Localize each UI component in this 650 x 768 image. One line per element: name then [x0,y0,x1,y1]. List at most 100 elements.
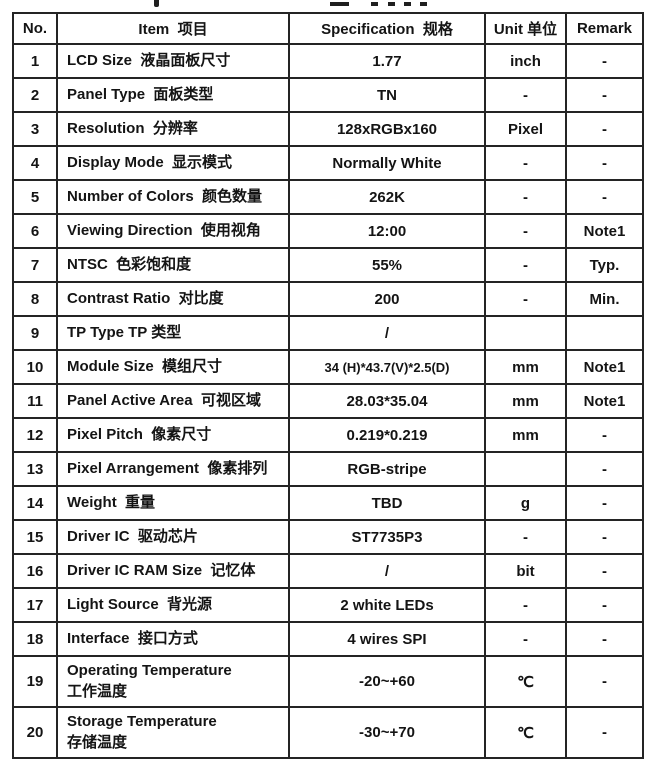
item-cell: Number of Colors 颜色数量 [56,179,290,215]
remark-cell [565,315,644,351]
remark-cell: - [565,485,644,521]
row-number-cell: 19 [12,655,58,708]
row-number-cell: 1 [12,43,58,79]
table-row: 13 Pixel Arrangement 像素排列 RGB-stripe - [12,451,644,487]
unit-cell: ℃ [484,706,567,759]
specification-table: No. Item 项目 Specification 规格 Unit 单位 Rem… [12,12,644,759]
spec-cell: 1.77 [288,43,486,79]
item-cell: Panel Type 面板类型 [56,77,290,113]
spec-cell: TN [288,77,486,113]
item-cell: Storage Temperature 存储温度 [56,706,290,759]
item-cell: Weight 重量 [56,485,290,521]
table-row: 6 Viewing Direction 使用视角 12:00 - Note1 [12,213,644,249]
unit-cell: mm [484,383,567,419]
cropped-title-fragment [154,0,159,7]
unit-cell [484,315,567,351]
remark-cell: - [565,417,644,453]
remark-cell: - [565,587,644,623]
row-number-cell: 8 [12,281,58,317]
row-number-cell: 13 [12,451,58,487]
cropped-title-fragment [420,2,427,6]
row-number-cell: 18 [12,621,58,657]
unit-cell [484,451,567,487]
table-row: 17 Light Source 背光源 2 white LEDs - - [12,587,644,623]
item-cell: Pixel Arrangement 像素排列 [56,451,290,487]
spec-cell: RGB-stripe [288,451,486,487]
spec-cell: ST7735P3 [288,519,486,555]
row-number-cell: 9 [12,315,58,351]
remark-cell: Note1 [565,383,644,419]
unit-cell: ℃ [484,655,567,708]
item-cell: LCD Size 液晶面板尺寸 [56,43,290,79]
table-row: 20 Storage Temperature 存储温度 -30~+70 ℃ - [12,706,644,759]
row-number-cell: 16 [12,553,58,589]
table-row: 11 Panel Active Area 可视区域 28.03*35.04 mm… [12,383,644,419]
cropped-title-fragment [404,2,411,6]
row-number-cell: 20 [12,706,58,759]
row-number-cell: 5 [12,179,58,215]
unit-cell: - [484,621,567,657]
table-row: 1 LCD Size 液晶面板尺寸 1.77 inch - [12,43,644,79]
column-header-remark: Remark [565,12,644,45]
unit-cell: - [484,213,567,249]
table-row: 4 Display Mode 显示模式 Normally White - - [12,145,644,181]
table-row: 5 Number of Colors 颜色数量 262K - - [12,179,644,215]
column-header-no: No. [12,12,58,45]
item-cell: NTSC 色彩饱和度 [56,247,290,283]
item-cell: Panel Active Area 可视区域 [56,383,290,419]
spec-cell: 128xRGBx160 [288,111,486,147]
remark-cell: - [565,111,644,147]
spec-cell: 28.03*35.04 [288,383,486,419]
item-cell: Resolution 分辨率 [56,111,290,147]
spec-cell: Normally White [288,145,486,181]
spec-cell: -20~+60 [288,655,486,708]
spec-cell: 200 [288,281,486,317]
item-cell: Viewing Direction 使用视角 [56,213,290,249]
cropped-title-fragment [388,2,395,6]
unit-cell: inch [484,43,567,79]
row-number-cell: 17 [12,587,58,623]
unit-cell: - [484,247,567,283]
spec-cell: / [288,315,486,351]
table-row: 9 TP Type TP 类型 / [12,315,644,351]
table-header-row: No. Item 项目 Specification 规格 Unit 单位 Rem… [12,12,644,45]
row-number-cell: 12 [12,417,58,453]
table-row: 16 Driver IC RAM Size 记忆体 / bit - [12,553,644,589]
item-cell: TP Type TP 类型 [56,315,290,351]
table-row: 10 Module Size 模组尺寸 34 (H)*43.7(V)*2.5(D… [12,349,644,385]
remark-cell: Min. [565,281,644,317]
spec-cell: 34 (H)*43.7(V)*2.5(D) [288,349,486,385]
item-cell: Driver IC 驱动芯片 [56,519,290,555]
unit-cell: - [484,179,567,215]
spec-cell: 2 white LEDs [288,587,486,623]
remark-cell: - [565,77,644,113]
table-row: 8 Contrast Ratio 对比度 200 - Min. [12,281,644,317]
item-cell: Contrast Ratio 对比度 [56,281,290,317]
spec-cell: / [288,553,486,589]
remark-cell: Typ. [565,247,644,283]
row-number-cell: 14 [12,485,58,521]
row-number-cell: 15 [12,519,58,555]
item-cell: Display Mode 显示模式 [56,145,290,181]
spec-cell: 12:00 [288,213,486,249]
remark-cell: - [565,179,644,215]
cropped-title-fragment [371,2,378,6]
table-row: 7 NTSC 色彩饱和度 55% - Typ. [12,247,644,283]
column-header-item: Item 项目 [56,12,290,45]
cropped-title-fragment [330,2,349,6]
table-row: 18 Interface 接口方式 4 wires SPI - - [12,621,644,657]
remark-cell: - [565,451,644,487]
unit-cell: - [484,77,567,113]
item-cell: Light Source 背光源 [56,587,290,623]
spec-cell: 0.219*0.219 [288,417,486,453]
row-number-cell: 11 [12,383,58,419]
spec-cell: -30~+70 [288,706,486,759]
row-number-cell: 6 [12,213,58,249]
unit-cell: mm [484,349,567,385]
table-row: 2 Panel Type 面板类型 TN - - [12,77,644,113]
table-row: 3 Resolution 分辨率 128xRGBx160 Pixel - [12,111,644,147]
spec-cell: 4 wires SPI [288,621,486,657]
table-row: 15 Driver IC 驱动芯片 ST7735P3 - - [12,519,644,555]
item-cell: Driver IC RAM Size 记忆体 [56,553,290,589]
remark-cell: - [565,655,644,708]
